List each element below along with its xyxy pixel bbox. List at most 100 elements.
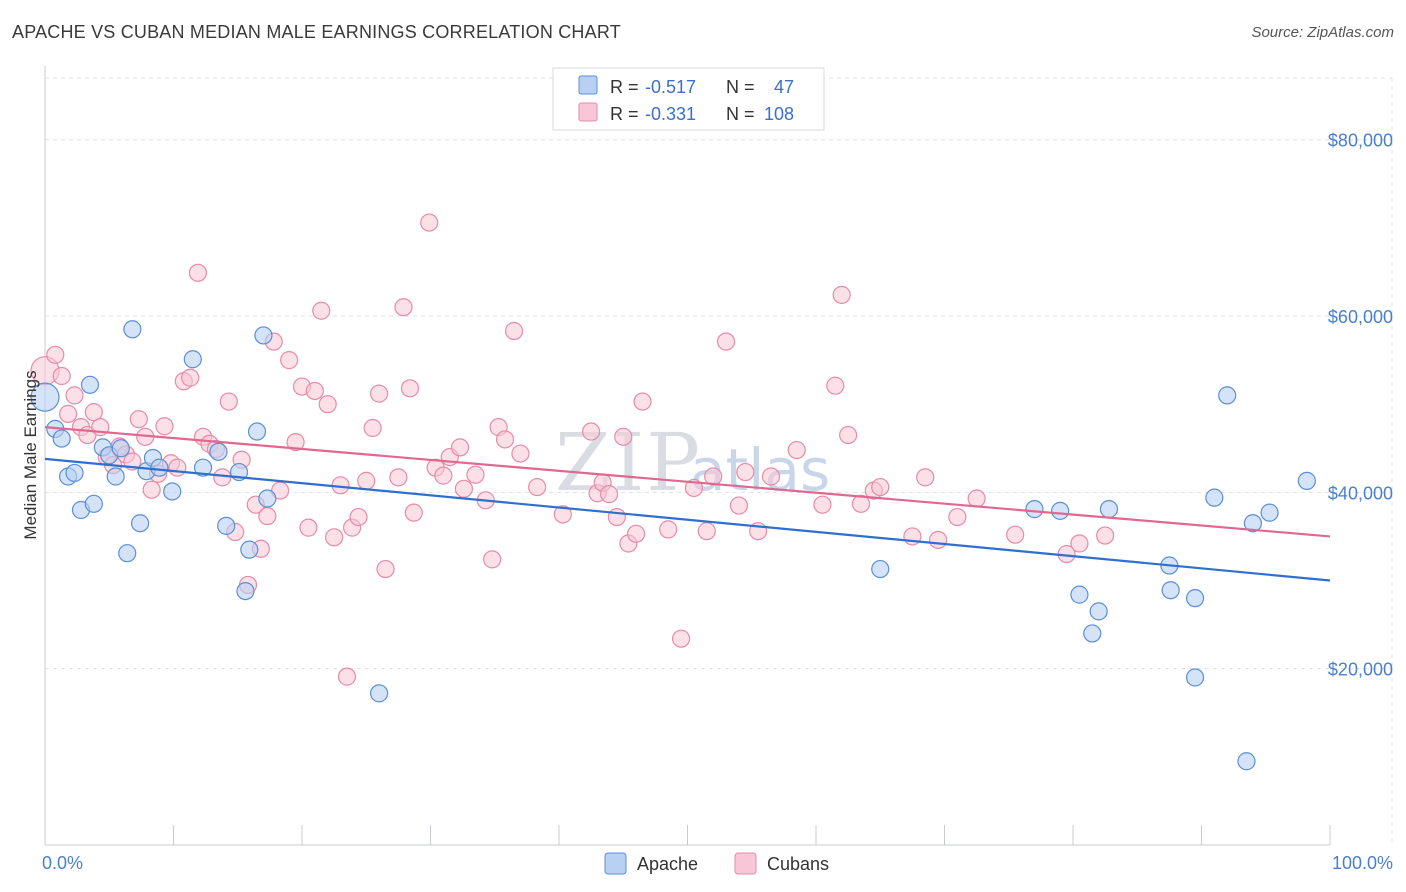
apache-point bbox=[183, 350, 202, 369]
legend-apache-swatch bbox=[578, 75, 598, 95]
apache-point bbox=[118, 544, 137, 563]
chart-title: APACHE VS CUBAN MEDIAN MALE EARNINGS COR… bbox=[12, 22, 621, 42]
apache-point bbox=[163, 482, 182, 501]
apache-point bbox=[240, 540, 259, 559]
cubans-point bbox=[787, 440, 806, 460]
cubans-point bbox=[871, 477, 890, 497]
correlation-legend: R = -0.517 N = 47 R = -0.331 N = 108 bbox=[552, 67, 825, 131]
cubans-point bbox=[434, 466, 453, 485]
bottom-legend-cubans-label: Cubans bbox=[767, 854, 829, 874]
cubans-point bbox=[258, 507, 277, 526]
cubans-point bbox=[219, 392, 238, 411]
apache-point bbox=[1025, 500, 1044, 519]
cubans-point bbox=[553, 505, 572, 524]
cubans-point bbox=[736, 462, 755, 482]
apache-point bbox=[111, 439, 130, 458]
y-tick-label: $40,000 bbox=[1328, 483, 1393, 503]
y-axis-title: Median Male Earnings bbox=[21, 370, 40, 539]
apache-point bbox=[1185, 589, 1205, 608]
apache-point bbox=[1185, 668, 1205, 687]
apache-point bbox=[236, 581, 255, 601]
apache-point bbox=[65, 463, 84, 483]
cubans-point bbox=[129, 410, 148, 429]
cubans-point bbox=[394, 298, 413, 317]
cubans-point bbox=[312, 301, 331, 320]
cubans-point bbox=[607, 507, 626, 527]
cubans-point bbox=[729, 496, 749, 515]
apache-point bbox=[1161, 581, 1180, 600]
cubans-point bbox=[155, 417, 174, 436]
cubans-point bbox=[813, 495, 832, 514]
cubans-point bbox=[1096, 526, 1115, 545]
apache-point bbox=[258, 489, 277, 508]
cubans-point bbox=[582, 422, 601, 441]
legend-apache-n-value: 47 bbox=[774, 77, 794, 97]
source-label: Source: ZipAtlas.com bbox=[1251, 24, 1394, 41]
apache-point bbox=[106, 467, 125, 486]
legend-apache-n-label: N = bbox=[726, 77, 755, 97]
cubans-point bbox=[450, 438, 470, 457]
bottom-legend-cubans-swatch bbox=[734, 852, 757, 875]
cubans-point bbox=[404, 503, 423, 522]
cubans-point bbox=[454, 479, 474, 498]
apache-point bbox=[254, 326, 273, 345]
apache-point bbox=[217, 516, 236, 535]
apache-point bbox=[1070, 585, 1089, 604]
legend-cubans-n-value: 108 bbox=[764, 104, 794, 124]
apache-point bbox=[1083, 624, 1102, 643]
apache-point bbox=[1051, 501, 1070, 520]
apache-point bbox=[370, 684, 389, 703]
cubans-point bbox=[376, 559, 395, 579]
cubans-point bbox=[325, 528, 344, 547]
apache-point bbox=[247, 422, 267, 441]
cubans-point bbox=[181, 368, 200, 387]
cubans-point bbox=[84, 403, 103, 422]
cubans-point bbox=[52, 366, 71, 386]
apache-point bbox=[1237, 752, 1256, 771]
apache-point bbox=[80, 375, 100, 394]
y-tick-label: $20,000 bbox=[1328, 660, 1393, 680]
apache-point bbox=[52, 429, 71, 448]
apache-point bbox=[209, 442, 228, 461]
cubans-point bbox=[626, 524, 646, 543]
cubans-point bbox=[928, 530, 948, 550]
x-tick-label-max: 100.0% bbox=[1332, 853, 1393, 873]
series-legend: Apache Cubans bbox=[604, 852, 829, 875]
cubans-point bbox=[46, 345, 65, 364]
cubans-point bbox=[357, 471, 376, 490]
x-tick-label-min: 0.0% bbox=[42, 853, 83, 873]
cubans-point bbox=[916, 468, 935, 487]
cubans-trend-line bbox=[44, 426, 1331, 538]
cubans-point bbox=[511, 444, 530, 463]
cubans-point bbox=[168, 458, 187, 477]
legend-cubans-r-value: -0.331 bbox=[645, 104, 696, 124]
cubans-point bbox=[716, 332, 736, 351]
cubans-point bbox=[528, 477, 547, 497]
cubans-point bbox=[1070, 534, 1089, 553]
bottom-legend-apache-label: Apache bbox=[637, 854, 698, 874]
legend-apache-r-value: -0.517 bbox=[645, 77, 696, 97]
apache-point bbox=[1243, 514, 1263, 533]
cubans-point bbox=[466, 465, 485, 484]
cubans-point bbox=[659, 520, 678, 539]
legend-apache-r-label: R = bbox=[610, 77, 639, 97]
cubans-point bbox=[614, 427, 633, 446]
apache-point bbox=[1099, 500, 1119, 519]
apache-points bbox=[30, 320, 1316, 771]
axes bbox=[44, 66, 1331, 846]
cubans-point bbox=[851, 494, 871, 513]
apache-point bbox=[150, 458, 169, 477]
apache-point bbox=[193, 458, 213, 477]
legend-cubans-n-label: N = bbox=[726, 104, 755, 124]
cubans-points bbox=[30, 213, 1115, 686]
y-tick-label: $60,000 bbox=[1328, 307, 1393, 327]
apache-point bbox=[1297, 471, 1316, 490]
apache-point bbox=[1089, 602, 1108, 621]
cubans-point bbox=[967, 489, 986, 508]
cubans-point bbox=[65, 386, 84, 405]
cubans-point bbox=[633, 392, 652, 411]
cubans-point bbox=[826, 376, 845, 395]
apache-point bbox=[1260, 503, 1279, 522]
y-tick-label: $80,000 bbox=[1328, 131, 1393, 151]
cubans-point bbox=[495, 430, 515, 449]
